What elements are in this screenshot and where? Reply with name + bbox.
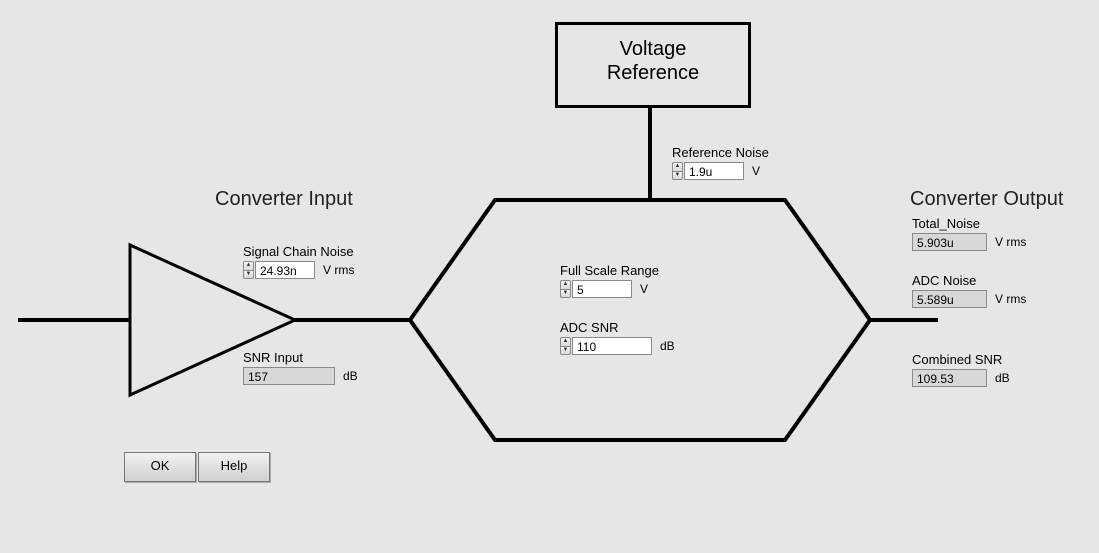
full-scale-range-stepper[interactable]: ▲▼ xyxy=(560,280,571,298)
stepper-down-icon[interactable]: ▼ xyxy=(672,171,683,181)
full-scale-range-unit: V xyxy=(640,282,648,296)
snr-input-field: SNR Input 157 dB xyxy=(243,350,358,385)
ok-button[interactable]: OK xyxy=(124,452,196,482)
reference-noise-label: Reference Noise xyxy=(672,145,769,160)
snr-input-unit: dB xyxy=(343,369,358,383)
full-scale-range-label: Full Scale Range xyxy=(560,263,659,278)
adc-noise-label: ADC Noise xyxy=(912,273,1026,288)
snr-input-label: SNR Input xyxy=(243,350,358,365)
signal-chain-noise-stepper[interactable]: ▲▼ xyxy=(243,261,254,279)
stepper-down-icon[interactable]: ▼ xyxy=(560,346,571,356)
total-noise-value: 5.903u xyxy=(912,233,987,251)
reference-noise-field: Reference Noise ▲▼1.9u V xyxy=(672,145,769,180)
signal-chain-noise-label: Signal Chain Noise xyxy=(243,244,354,259)
combined-snr-value: 109.53 xyxy=(912,369,987,387)
stepper-up-icon[interactable]: ▲ xyxy=(243,261,254,270)
adc-noise-field: ADC Noise 5.589u V rms xyxy=(912,273,1026,308)
voltage-reference-label: Voltage Reference xyxy=(558,25,748,85)
stepper-up-icon[interactable]: ▲ xyxy=(560,337,571,346)
total-noise-unit: V rms xyxy=(995,235,1026,249)
reference-noise-unit: V xyxy=(752,164,760,178)
combined-snr-field: Combined SNR 109.53 dB xyxy=(912,352,1010,387)
converter-input-title: Converter Input xyxy=(215,188,353,211)
combined-snr-label: Combined SNR xyxy=(912,352,1010,367)
adc-noise-unit: V rms xyxy=(995,292,1026,306)
voltage-reference-block: Voltage Reference xyxy=(555,22,751,108)
stepper-down-icon[interactable]: ▼ xyxy=(243,270,254,280)
combined-snr-unit: dB xyxy=(995,371,1010,385)
adc-noise-value: 5.589u xyxy=(912,290,987,308)
total-noise-label: Total_Noise xyxy=(912,216,1026,231)
reference-noise-stepper[interactable]: ▲▼ xyxy=(672,162,683,180)
converter-output-title: Converter Output xyxy=(910,188,1063,211)
total-noise-field: Total_Noise 5.903u V rms xyxy=(912,216,1026,251)
adc-snr-label: ADC SNR xyxy=(560,320,675,335)
adc-snr-field: ADC SNR ▲▼110 dB xyxy=(560,320,675,355)
snr-input-value: 157 xyxy=(243,367,335,385)
stepper-up-icon[interactable]: ▲ xyxy=(560,280,571,289)
diagram-canvas: Voltage Reference Converter Input Conver… xyxy=(0,0,1099,553)
reference-noise-value[interactable]: 1.9u xyxy=(684,162,744,180)
adc-snr-value[interactable]: 110 xyxy=(572,337,652,355)
adc-snr-unit: dB xyxy=(660,339,675,353)
signal-chain-noise-value[interactable]: 24.93n xyxy=(255,261,315,279)
help-button[interactable]: Help xyxy=(198,452,270,482)
stepper-up-icon[interactable]: ▲ xyxy=(672,162,683,171)
full-scale-range-field: Full Scale Range ▲▼5V xyxy=(560,263,659,298)
stepper-down-icon[interactable]: ▼ xyxy=(560,289,571,299)
full-scale-range-value[interactable]: 5 xyxy=(572,280,632,298)
signal-chain-noise-unit: V rms xyxy=(323,263,354,277)
signal-chain-noise-field: Signal Chain Noise ▲▼24.93n V rms xyxy=(243,244,354,279)
adc-snr-stepper[interactable]: ▲▼ xyxy=(560,337,571,355)
